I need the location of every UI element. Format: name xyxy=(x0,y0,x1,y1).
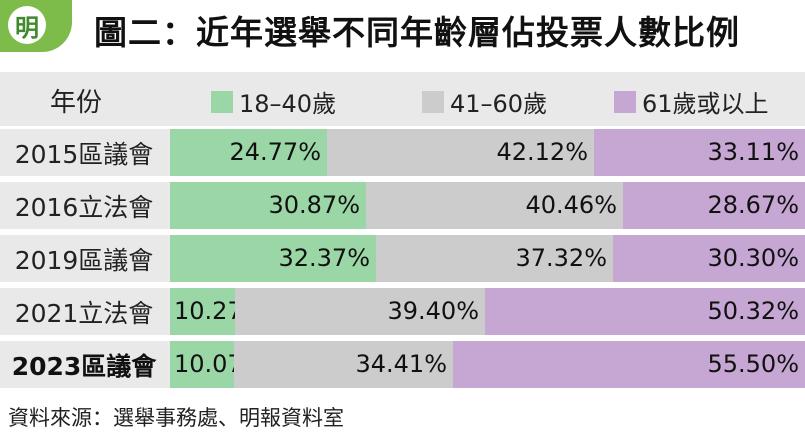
category-label: 2021立法會 xyxy=(14,298,154,328)
bar-segment-senior xyxy=(594,129,805,176)
bar-track: 10.27% 39.40% 50.32% xyxy=(170,288,805,335)
data-label-middle: 40.46% xyxy=(525,191,617,219)
title-bar: 明 圖二：近年選舉不同年齡層佔投票人數比例 xyxy=(0,0,805,58)
bar-segment-young xyxy=(170,235,376,282)
data-label-middle: 37.32% xyxy=(515,244,607,272)
bar-track: 10.07% 34.41% 55.50% xyxy=(170,341,805,388)
data-label-middle: 42.12% xyxy=(496,138,588,166)
chart-row: 2015區議會 24.77% 42.12% 33.11% xyxy=(0,129,805,176)
legend-label-young: 18–40歲 xyxy=(239,90,337,118)
brand-logo: 明 xyxy=(0,0,72,52)
bar-segment-young xyxy=(170,129,327,176)
bar-segment-senior xyxy=(613,235,805,282)
data-label-senior: 50.32% xyxy=(707,297,799,325)
data-label-senior: 33.11% xyxy=(707,138,799,166)
bar-segment-senior xyxy=(453,341,805,388)
data-label-middle: 34.41% xyxy=(355,350,447,378)
bar-segment-young xyxy=(170,341,234,388)
chart-title: 圖二：近年選舉不同年齡層佔投票人數比例 xyxy=(94,13,740,52)
category-label: 2023區議會 xyxy=(11,351,157,381)
data-label-senior: 30.30% xyxy=(707,244,799,272)
chart-row: 2023區議會 10.07% 34.41% 55.50% xyxy=(0,341,805,388)
legend-swatch-young xyxy=(211,90,233,113)
bar-segment-middle xyxy=(235,288,485,335)
chart-row: 2019區議會 32.37% 37.32% 30.30% xyxy=(0,235,805,282)
bar-segment-middle xyxy=(327,129,594,176)
legend-item-young: 18–40歲 xyxy=(211,84,336,119)
chart-row: 2016立法會 30.87% 40.46% 28.67% xyxy=(0,182,805,229)
legend-item-senior: 61歲或以上 xyxy=(614,84,769,119)
data-label-young: 24.77% xyxy=(229,138,321,166)
category-label: 2015區議會 xyxy=(14,139,154,169)
bar-segment-senior xyxy=(623,182,805,229)
category-label: 2016立法會 xyxy=(14,192,154,222)
data-label-middle: 39.40% xyxy=(387,297,479,325)
data-label-senior: 28.67% xyxy=(707,191,799,219)
source-note: 資料來源：選舉事務處、明報資料室 xyxy=(8,406,344,430)
legend-swatch-middle xyxy=(422,90,444,113)
data-label-young: 30.87% xyxy=(268,191,360,219)
bar-track: 24.77% 42.12% 33.11% xyxy=(170,129,805,176)
bar-segment-middle xyxy=(366,182,623,229)
bar-segment-young xyxy=(170,182,366,229)
column-label-year: 年份 xyxy=(50,88,103,118)
data-label-senior: 55.50% xyxy=(707,350,799,378)
legend-header: 年份 18–40歲 41–60歲 61歲或以上 xyxy=(0,72,805,126)
data-label-young: 32.37% xyxy=(278,244,370,272)
legend-swatch-senior xyxy=(614,90,636,113)
bar-segment-middle xyxy=(234,341,453,388)
bar-segment-middle xyxy=(376,235,613,282)
legend-item-middle: 41–60歲 xyxy=(422,84,547,119)
logo-icon: 明 xyxy=(8,6,46,44)
bar-track: 32.37% 37.32% 30.30% xyxy=(170,235,805,282)
legend-label-senior: 61歲或以上 xyxy=(642,90,769,118)
category-label: 2019區議會 xyxy=(14,245,154,275)
bar-track: 30.87% 40.46% 28.67% xyxy=(170,182,805,229)
legend-label-middle: 41–60歲 xyxy=(450,90,548,118)
bar-segment-young xyxy=(170,288,235,335)
bar-segment-senior xyxy=(485,288,805,335)
chart-row: 2021立法會 10.27% 39.40% 50.32% xyxy=(0,288,805,335)
